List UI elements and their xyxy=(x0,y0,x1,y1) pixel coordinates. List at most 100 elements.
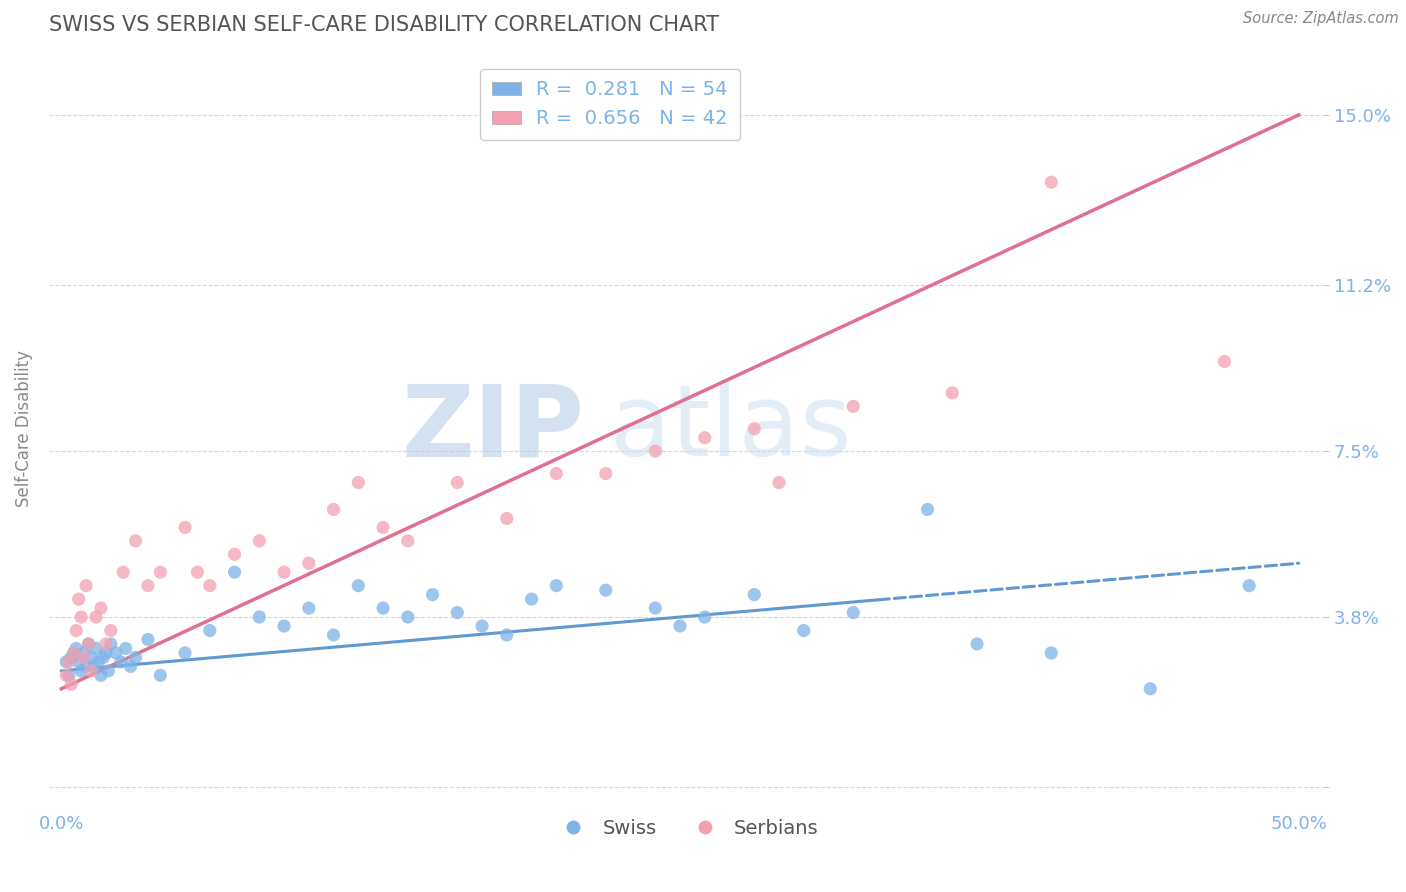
Point xyxy=(595,467,617,481)
Point xyxy=(1139,681,1161,696)
Point xyxy=(112,565,135,579)
Point xyxy=(422,588,444,602)
Point xyxy=(58,655,80,669)
Point xyxy=(273,565,295,579)
Text: ZIP: ZIP xyxy=(401,380,585,477)
Point xyxy=(669,619,692,633)
Point xyxy=(396,610,419,624)
Point xyxy=(198,579,221,593)
Point xyxy=(75,579,97,593)
Point xyxy=(100,637,122,651)
Point xyxy=(546,579,568,593)
Point xyxy=(104,646,127,660)
Point xyxy=(495,511,517,525)
Point xyxy=(97,664,120,678)
Point xyxy=(347,475,370,490)
Point xyxy=(471,619,494,633)
Point xyxy=(966,637,988,651)
Legend: Swiss, Serbians: Swiss, Serbians xyxy=(546,812,827,846)
Point xyxy=(224,565,246,579)
Point xyxy=(273,619,295,633)
Point xyxy=(595,583,617,598)
Point xyxy=(70,610,93,624)
Point xyxy=(75,659,97,673)
Point xyxy=(768,475,790,490)
Point xyxy=(149,565,172,579)
Point xyxy=(842,606,865,620)
Point xyxy=(693,610,716,624)
Point xyxy=(83,659,105,673)
Point xyxy=(94,646,117,660)
Point xyxy=(77,637,100,651)
Point xyxy=(446,475,468,490)
Point xyxy=(446,606,468,620)
Point xyxy=(247,610,270,624)
Point xyxy=(60,650,83,665)
Point xyxy=(347,579,370,593)
Y-axis label: Self-Care Disability: Self-Care Disability xyxy=(15,351,32,508)
Point xyxy=(58,668,80,682)
Point xyxy=(693,431,716,445)
Point xyxy=(93,650,115,665)
Text: SWISS VS SERBIAN SELF-CARE DISABILITY CORRELATION CHART: SWISS VS SERBIAN SELF-CARE DISABILITY CO… xyxy=(49,15,718,35)
Point xyxy=(644,444,666,458)
Point xyxy=(84,641,107,656)
Point xyxy=(77,637,100,651)
Point xyxy=(72,646,94,660)
Point xyxy=(87,655,110,669)
Point xyxy=(136,579,159,593)
Point xyxy=(100,624,122,638)
Point xyxy=(1213,354,1236,368)
Point xyxy=(644,601,666,615)
Point xyxy=(174,646,197,660)
Point xyxy=(842,400,865,414)
Point xyxy=(520,592,543,607)
Point xyxy=(124,533,146,548)
Point xyxy=(298,556,321,570)
Point xyxy=(114,641,136,656)
Point xyxy=(65,624,87,638)
Point xyxy=(1040,175,1063,189)
Point xyxy=(70,664,93,678)
Point xyxy=(224,547,246,561)
Point xyxy=(322,628,344,642)
Point xyxy=(298,601,321,615)
Point xyxy=(742,588,765,602)
Point xyxy=(84,610,107,624)
Point xyxy=(495,628,517,642)
Point xyxy=(371,601,394,615)
Text: atlas: atlas xyxy=(610,380,852,477)
Point xyxy=(136,632,159,647)
Point xyxy=(371,520,394,534)
Point xyxy=(149,668,172,682)
Point xyxy=(55,668,77,682)
Point xyxy=(80,664,103,678)
Point xyxy=(546,467,568,481)
Point xyxy=(941,385,963,400)
Point xyxy=(174,520,197,534)
Point xyxy=(62,646,84,660)
Point xyxy=(110,655,132,669)
Point xyxy=(60,677,83,691)
Point xyxy=(67,655,90,669)
Point xyxy=(396,533,419,548)
Point xyxy=(124,650,146,665)
Point xyxy=(65,641,87,656)
Point xyxy=(742,422,765,436)
Point xyxy=(1040,646,1063,660)
Point xyxy=(917,502,939,516)
Point xyxy=(90,668,112,682)
Point xyxy=(55,655,77,669)
Point xyxy=(198,624,221,638)
Point xyxy=(90,601,112,615)
Text: Source: ZipAtlas.com: Source: ZipAtlas.com xyxy=(1243,11,1399,26)
Point xyxy=(94,637,117,651)
Point xyxy=(793,624,815,638)
Point xyxy=(67,592,90,607)
Point xyxy=(72,650,94,665)
Point xyxy=(247,533,270,548)
Point xyxy=(80,650,103,665)
Point xyxy=(1237,579,1260,593)
Point xyxy=(186,565,208,579)
Point xyxy=(322,502,344,516)
